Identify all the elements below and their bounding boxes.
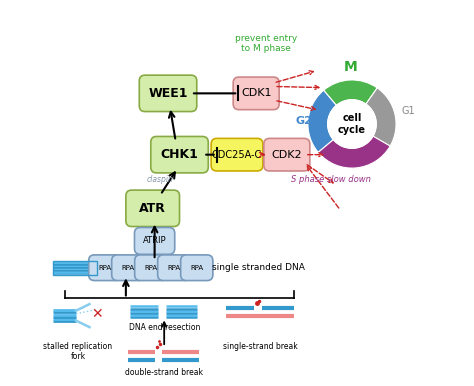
- FancyBboxPatch shape: [135, 255, 167, 281]
- Text: RPA: RPA: [121, 265, 134, 271]
- FancyBboxPatch shape: [89, 255, 121, 281]
- FancyArrowPatch shape: [276, 71, 313, 82]
- FancyArrowPatch shape: [277, 101, 315, 110]
- FancyArrowPatch shape: [169, 112, 175, 139]
- Text: CDC25A-C: CDC25A-C: [212, 150, 262, 160]
- Text: WEE1: WEE1: [148, 87, 188, 100]
- Circle shape: [328, 100, 376, 148]
- FancyBboxPatch shape: [139, 75, 197, 112]
- Text: ATR: ATR: [139, 202, 166, 215]
- FancyBboxPatch shape: [126, 190, 180, 227]
- Text: RPA: RPA: [190, 265, 203, 271]
- Wedge shape: [366, 88, 396, 146]
- Text: claspin: claspin: [147, 175, 174, 184]
- Text: RPA: RPA: [167, 265, 180, 271]
- FancyArrowPatch shape: [277, 85, 319, 90]
- Text: prevent entry
to M phase: prevent entry to M phase: [235, 34, 297, 53]
- Text: CHK1: CHK1: [161, 148, 199, 161]
- Wedge shape: [308, 90, 337, 152]
- Text: RPA: RPA: [144, 265, 157, 271]
- FancyBboxPatch shape: [135, 227, 175, 254]
- Text: ✕: ✕: [91, 307, 103, 321]
- Text: M: M: [343, 60, 357, 74]
- FancyArrowPatch shape: [260, 152, 264, 157]
- FancyArrowPatch shape: [162, 173, 175, 193]
- Text: single-strand break: single-strand break: [223, 342, 297, 351]
- Wedge shape: [318, 136, 390, 168]
- FancyBboxPatch shape: [264, 139, 310, 171]
- FancyArrowPatch shape: [152, 227, 157, 257]
- FancyBboxPatch shape: [158, 255, 190, 281]
- Text: single stranded DNA: single stranded DNA: [212, 263, 305, 272]
- FancyArrowPatch shape: [308, 153, 323, 157]
- Text: stalled replication
fork: stalled replication fork: [44, 342, 112, 361]
- Text: G2: G2: [295, 115, 312, 125]
- Text: cell
cycle: cell cycle: [338, 113, 366, 135]
- Text: CDK2: CDK2: [272, 150, 302, 160]
- FancyArrowPatch shape: [308, 167, 339, 208]
- FancyBboxPatch shape: [211, 139, 263, 171]
- Text: S phase slow down: S phase slow down: [291, 175, 371, 184]
- FancyBboxPatch shape: [112, 255, 144, 281]
- FancyBboxPatch shape: [233, 77, 279, 110]
- Text: CDK1: CDK1: [241, 88, 272, 98]
- Text: DNA end resection: DNA end resection: [128, 323, 200, 332]
- Text: RPA: RPA: [98, 265, 111, 271]
- FancyArrowPatch shape: [307, 165, 333, 183]
- Wedge shape: [324, 80, 377, 105]
- Text: S: S: [350, 156, 359, 169]
- FancyBboxPatch shape: [181, 255, 213, 281]
- Text: G1: G1: [401, 106, 415, 116]
- FancyBboxPatch shape: [151, 137, 208, 173]
- Text: double-strand break: double-strand break: [125, 368, 203, 377]
- Text: ATRIP: ATRIP: [143, 236, 166, 245]
- FancyArrowPatch shape: [162, 322, 166, 344]
